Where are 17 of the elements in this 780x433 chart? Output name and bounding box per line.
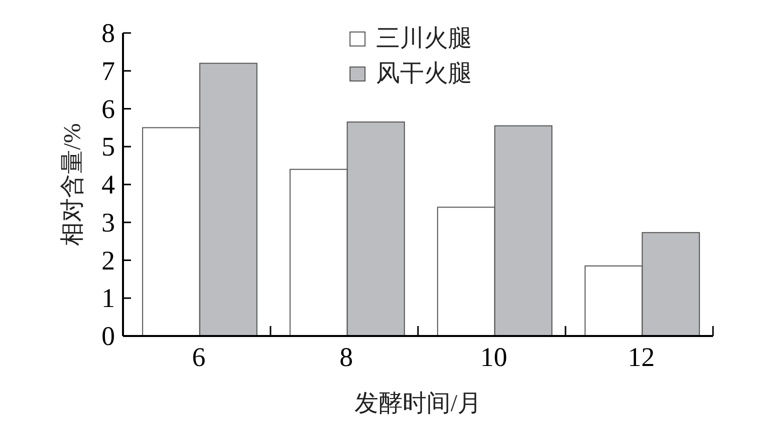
y-tick-label: 4 — [102, 170, 116, 200]
y-tick-label: 5 — [102, 132, 115, 162]
x-tick-label: 10 — [480, 342, 508, 372]
y-tick-label: 2 — [102, 245, 115, 276]
y-tick-label: 0 — [102, 321, 115, 351]
x-tick-label: 6 — [192, 342, 206, 372]
legend-label: 风干火腿 — [376, 61, 472, 87]
y-tick-label: 3 — [102, 207, 115, 238]
y-tick-label: 6 — [102, 94, 115, 124]
x-axis-title: 发酵时间/月 — [354, 391, 482, 417]
y-tick-label: 7 — [102, 56, 115, 86]
legend-label: 三川火腿 — [376, 26, 472, 52]
y-axis-title: 相对含量/% — [60, 123, 86, 246]
x-tick-label: 8 — [340, 342, 353, 372]
x-tick-label: 12 — [628, 342, 655, 372]
y-tick-label: 1 — [102, 283, 115, 314]
y-tick-label: 8 — [102, 18, 115, 48]
